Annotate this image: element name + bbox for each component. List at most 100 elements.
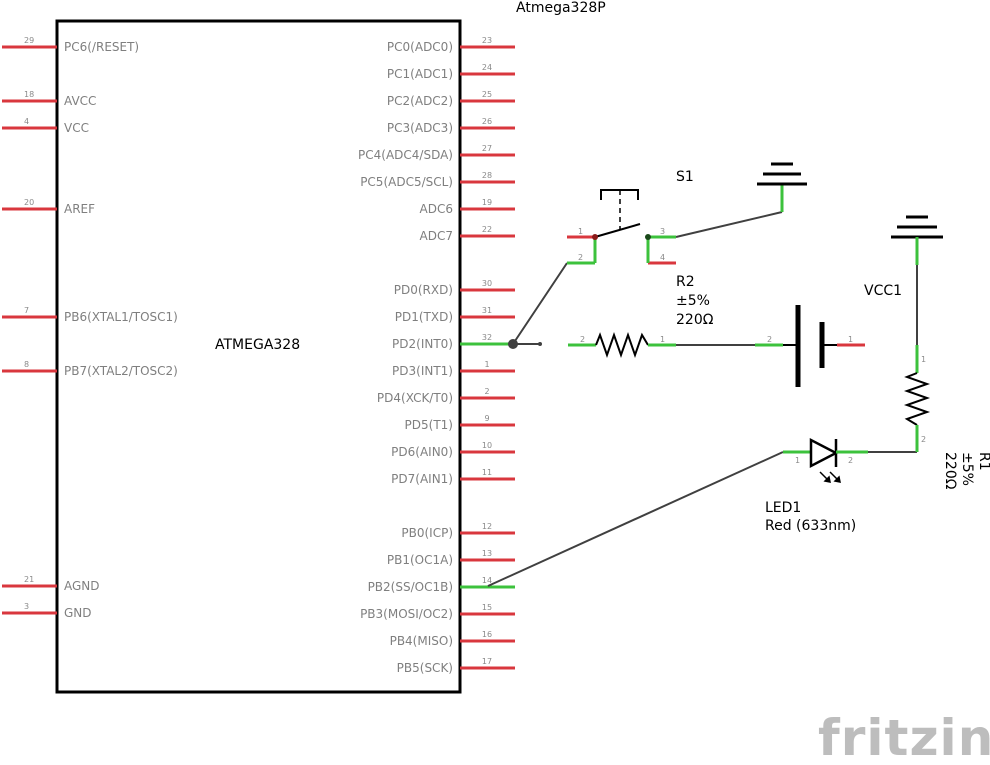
pin-number: 13 — [482, 549, 492, 558]
pin-label: VCC — [64, 121, 89, 135]
pin-number: 15 — [482, 603, 492, 612]
resistor-r1: 1 2 R1 ±5% 220Ω — [903, 345, 990, 490]
pin-label: PC1(ADC1) — [387, 67, 453, 81]
pin-label: PB5(SCK) — [397, 661, 453, 675]
pin-number: 31 — [482, 306, 492, 315]
vcc-symbol: VCC1 — [864, 215, 943, 345]
right-pin-group: 23 PC0(ADC0) 24 PC1(ADC1) 25 PC2(ADC2) 26 PC3(A… — [358, 36, 515, 675]
pin-label: GND — [64, 606, 92, 620]
right-pin: 19 ADC6 — [420, 198, 515, 216]
pin-number: 17 — [482, 657, 492, 666]
chip-body — [55, 19, 462, 694]
led-ref: LED1 — [765, 500, 801, 516]
pin-number: 10 — [482, 441, 492, 450]
pin-label: PD5(T1) — [405, 418, 453, 432]
pin-number: 24 — [482, 63, 492, 72]
pin-label: PD3(INT1) — [392, 364, 453, 378]
right-pin: 30 PD0(RXD) — [394, 279, 515, 297]
right-pin: 16 PB4(MISO) — [390, 630, 515, 648]
pin-label: PB1(OC1A) — [387, 553, 453, 567]
pin-label: PB0(ICP) — [401, 526, 453, 540]
r2-value: 220Ω — [676, 312, 714, 328]
pin-number: 27 — [482, 144, 492, 153]
pin-label: PB4(MISO) — [390, 634, 453, 648]
right-pin: 1 PD3(INT1) — [392, 360, 515, 378]
battery-pin-1-num: 1 — [848, 335, 853, 344]
fritzing-logo: fritzing — [818, 709, 990, 765]
right-pin: 10 PD6(AIN0) — [391, 441, 515, 459]
right-pin: 24 PC1(ADC1) — [387, 63, 515, 81]
right-pin: 32 PD2(INT0) — [392, 333, 515, 351]
switch-contact-1 — [592, 234, 598, 240]
switch-contact-2 — [645, 234, 651, 240]
pin-number: 28 — [482, 171, 492, 180]
pin-label: PB3(MOSI/OC2) — [360, 607, 453, 621]
pin-label: AGND — [64, 579, 100, 593]
pin-label: AREF — [64, 202, 95, 216]
pin-number: 32 — [482, 333, 492, 342]
right-pin: 17 PB5(SCK) — [397, 657, 515, 675]
switch-lever — [594, 223, 641, 238]
r2-tolerance: ±5% — [676, 293, 710, 309]
wire-switch-ground — [675, 211, 783, 238]
junction-dot-small — [538, 342, 542, 346]
pin-number: 4 — [24, 117, 29, 126]
right-pin: 15 PB3(MOSI/OC2) — [360, 603, 515, 621]
switch-pin-3-num: 3 — [660, 227, 665, 236]
left-pin: 21 AGND — [2, 575, 100, 593]
pin-number: 7 — [24, 306, 29, 315]
pin-label: ADC6 — [420, 202, 453, 216]
led-pin-2-num: 2 — [848, 456, 853, 465]
left-pin: 4 VCC — [2, 117, 89, 135]
switch-pin-1-num: 1 — [578, 227, 583, 236]
switch-ref: S1 — [676, 169, 694, 185]
pin-number: 16 — [482, 630, 492, 639]
pin-label: PD1(TXD) — [395, 310, 453, 324]
resistor-r2: R2 ±5% 220Ω 2 1 — [568, 274, 714, 359]
pin-label: PC2(ADC2) — [387, 94, 453, 108]
r1-zigzag — [903, 372, 931, 426]
wire-pb2-led — [487, 451, 784, 587]
right-pin: 31 PD1(TXD) — [395, 306, 515, 324]
left-pin: 8 PB7(XTAL2/TOSC2) — [2, 360, 178, 378]
right-pin: 11 PD7(AIN1) — [391, 468, 515, 486]
pin-label: PC3(ADC3) — [387, 121, 453, 135]
pin-label: PD4(XCK/T0) — [377, 391, 453, 405]
pin-label: PD2(INT0) — [392, 337, 453, 351]
pin-label: PD0(RXD) — [394, 283, 453, 297]
left-pin: 18 AVCC — [2, 90, 96, 108]
pin-number: 14 — [482, 576, 492, 585]
junction-dot — [508, 339, 518, 349]
wire-pd2-switch — [512, 262, 568, 345]
led-1: 1 2 LED1 Red (633nm) — [765, 437, 868, 534]
pin-label: PD6(AIN0) — [391, 445, 453, 459]
pin-number: 22 — [482, 225, 492, 234]
led-triangle — [809, 437, 839, 469]
r2-pin-2-num: 2 — [580, 335, 585, 344]
ground-switch-icon — [757, 162, 807, 212]
left-pin-group: 29 PC6(/RESET) 18 AVCC 4 VCC 20 AREF 7 PB6(XTAL1/… — [2, 36, 178, 620]
pin-number: 26 — [482, 117, 492, 126]
pin-label: ADC7 — [420, 229, 453, 243]
right-pin: 2 PD4(XCK/T0) — [377, 387, 515, 405]
r2-ref: R2 — [676, 274, 695, 290]
pin-label: PC6(/RESET) — [64, 40, 139, 54]
led-pin-1-num: 1 — [795, 456, 800, 465]
pin-label: PB7(XTAL2/TOSC2) — [64, 364, 178, 378]
right-pin: 13 PB1(OC1A) — [387, 549, 515, 567]
pin-label: PC4(ADC4/SDA) — [358, 148, 453, 162]
pin-number: 30 — [482, 279, 492, 288]
pin-number: 11 — [482, 468, 492, 477]
right-pin: 28 PC5(ADC5/SCL) — [360, 171, 515, 189]
pin-number: 2 — [484, 387, 489, 396]
led-light-arrows-icon — [819, 471, 841, 483]
pin-number: 25 — [482, 90, 492, 99]
pin-label: PC5(ADC5/SCL) — [360, 175, 453, 189]
pin-label: AVCC — [64, 94, 96, 108]
right-pin: 22 ADC7 — [420, 225, 515, 243]
pin-label: PD7(AIN1) — [391, 472, 453, 486]
switch-s1: S1 1 2 3 4 — [567, 169, 694, 265]
r1-pin-2-num: 2 — [921, 435, 926, 444]
right-pin: 26 PC3(ADC3) — [387, 117, 515, 135]
right-pin: 14 PB2(SS/OC1B) — [368, 576, 515, 594]
